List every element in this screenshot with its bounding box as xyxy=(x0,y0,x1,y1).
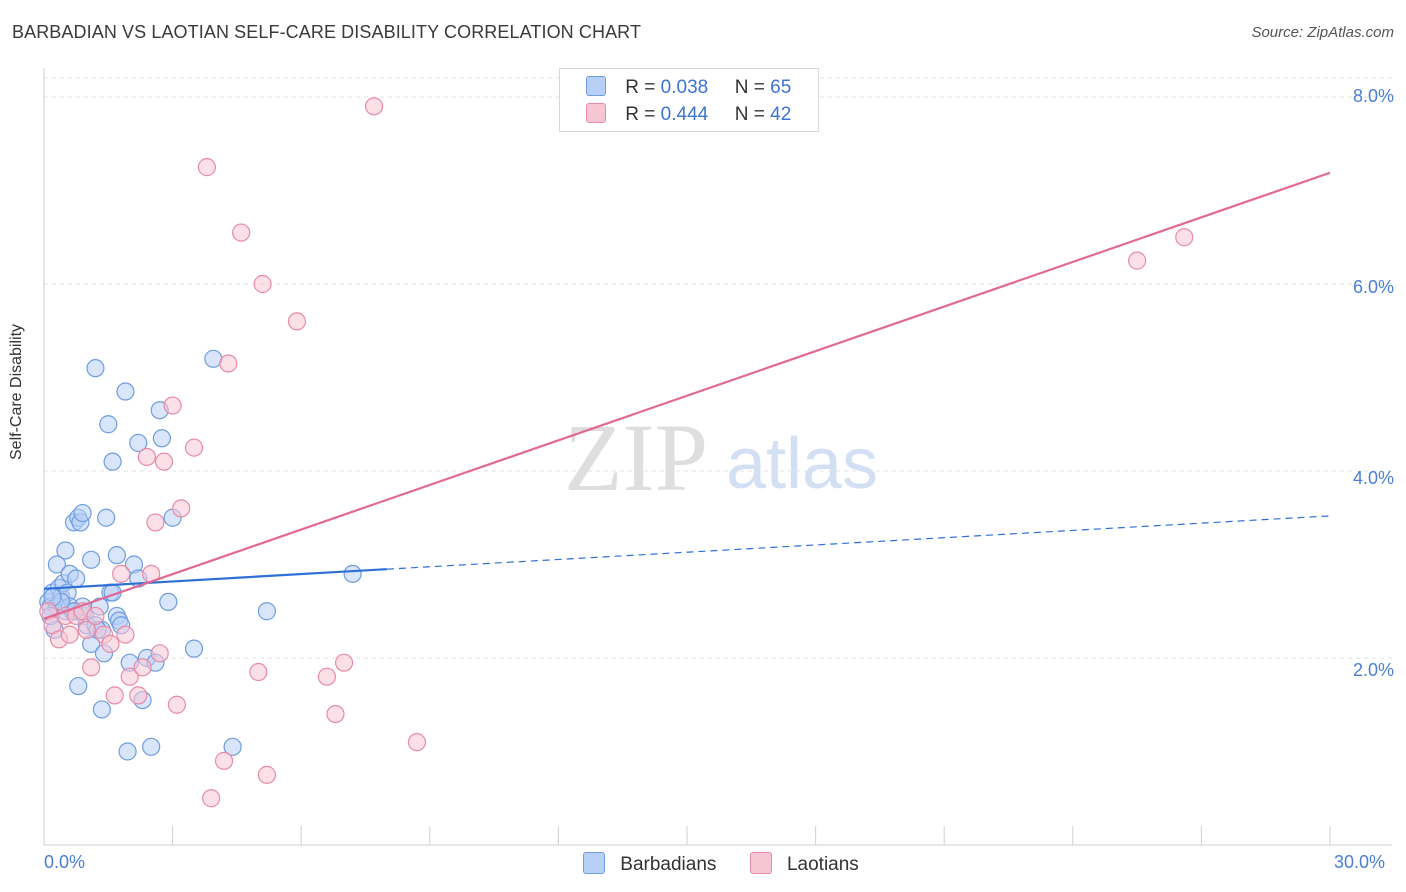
barbadians-point-52 xyxy=(69,676,88,696)
r-label: R = xyxy=(625,104,656,125)
legend-item-laotians[interactable]: Laotians xyxy=(749,852,859,876)
legend-label-barbadians: Barbadians xyxy=(620,854,717,875)
barbadians-point-41 xyxy=(142,737,161,756)
laotians-point-37 xyxy=(326,704,345,724)
barbadians-swatch xyxy=(586,76,606,96)
laotians-point-34 xyxy=(257,765,277,784)
laotians-point-17 xyxy=(133,658,152,677)
laotians-point-22 xyxy=(154,452,174,471)
watermark: ZIP atlas xyxy=(564,404,878,511)
gridlines xyxy=(44,77,1392,659)
laotians-point-41 xyxy=(1127,251,1147,270)
barbadians-point-33 xyxy=(116,382,135,401)
laotians-point-24 xyxy=(167,695,186,714)
n-label: N = xyxy=(734,77,765,98)
barbadians-legend-swatch xyxy=(583,852,605,874)
barbadians-point-28 xyxy=(103,452,122,471)
laotians-point-30 xyxy=(232,223,251,242)
x-tick-label-min: 0.0% xyxy=(44,852,86,872)
r-value: 0.038 xyxy=(660,77,709,98)
laotians-point-8 xyxy=(82,658,101,677)
scatter-points xyxy=(39,97,1194,808)
barbadians-point-4 xyxy=(47,555,66,574)
laotians-point-27 xyxy=(197,158,216,177)
barbadians-point-44 xyxy=(152,429,171,448)
legend-row-laotians: R = 0.444 N = 42 xyxy=(586,103,791,127)
y-tick-label-2: 2.0% xyxy=(1352,660,1394,680)
x-tick-label-max: 30.0% xyxy=(1334,852,1386,872)
laotians-point-28 xyxy=(202,789,221,808)
barbadians-point-25 xyxy=(97,508,116,527)
n-value: 65 xyxy=(770,77,792,98)
laotians-point-12 xyxy=(105,686,124,705)
laotians-point-7 xyxy=(77,620,96,640)
barbadians-point-8 xyxy=(56,541,75,560)
barbadians-point-26 xyxy=(99,415,118,434)
barbadians-point-53 xyxy=(92,700,111,719)
laotians-point-14 xyxy=(116,625,135,644)
source-label: Source: ZipAtlas.com xyxy=(1251,24,1394,41)
barbadians-point-34 xyxy=(118,742,137,761)
laotians-point-38 xyxy=(334,653,354,672)
barbadians-point-51 xyxy=(343,564,362,583)
barbadians-point-49 xyxy=(223,737,242,756)
barbadians-point-47 xyxy=(184,639,204,658)
trend-lines xyxy=(43,171,1331,620)
legend-label-laotians: Laotians xyxy=(786,854,859,875)
barbadians-point-32 xyxy=(86,359,105,378)
barbadians-point-48 xyxy=(204,349,223,368)
barbadians-point-13 xyxy=(67,569,86,588)
laotians-point-4 xyxy=(60,625,79,644)
legend-item-barbadians[interactable]: Barbadians xyxy=(583,852,716,876)
watermark-atlas: atlas xyxy=(726,424,878,504)
barbadians-point-19 xyxy=(82,550,101,569)
laotians-point-23 xyxy=(163,396,182,415)
y-tick-label-8: 8.0% xyxy=(1352,86,1394,106)
axes xyxy=(43,68,1392,846)
barbadians-point-50 xyxy=(257,602,277,621)
n-label: N = xyxy=(734,104,765,125)
laotians-point-16 xyxy=(129,686,148,705)
y-axis-label: Self-Care Disability xyxy=(8,323,25,460)
laotians-point-32 xyxy=(249,662,268,682)
laotians-point-36 xyxy=(317,667,337,686)
laotians-swatch xyxy=(586,103,606,123)
correlation-legend: R = 0.038 N = 65 R = 0.444 N = 42 xyxy=(559,68,819,132)
laotians-trend-line xyxy=(43,171,1331,620)
laotians-point-26 xyxy=(184,438,204,457)
r-value: 0.444 xyxy=(660,104,709,125)
laotians-point-11 xyxy=(101,634,120,654)
laotians-point-31 xyxy=(219,354,238,373)
n-value: 42 xyxy=(770,104,792,125)
laotians-legend-swatch xyxy=(749,852,772,874)
legend-row-barbadians: R = 0.038 N = 65 xyxy=(586,76,791,100)
chart-title: BARBADIAN VS LAOTIAN SELF-CARE DISABILIT… xyxy=(12,22,642,42)
series-legend: Barbadians Laotians xyxy=(583,852,887,876)
laotians-point-21 xyxy=(150,644,169,663)
laotians-point-29 xyxy=(214,751,234,770)
barbadians-trend-extension xyxy=(386,515,1331,570)
laotians-point-33 xyxy=(253,274,272,294)
laotians-point-40 xyxy=(407,733,427,752)
barbadians-point-30 xyxy=(107,546,126,565)
laotians-point-35 xyxy=(287,312,307,331)
barbadians-point-16 xyxy=(73,503,92,523)
laotians-point-42 xyxy=(1175,228,1194,247)
laotians-point-25 xyxy=(172,499,191,518)
r-label: R = xyxy=(625,77,656,98)
barbadians-point-38 xyxy=(129,433,148,453)
laotians-point-20 xyxy=(146,513,165,532)
x-ticks xyxy=(43,826,1331,845)
laotians-point-9 xyxy=(86,606,105,626)
laotians-point-18 xyxy=(137,447,156,467)
watermark-zip: ZIP xyxy=(564,404,708,511)
barbadians-trend-line xyxy=(43,568,387,590)
laotians-point-15 xyxy=(120,667,139,686)
y-tick-label-6: 6.0% xyxy=(1352,277,1394,297)
barbadians-point-45 xyxy=(159,592,178,612)
laotians-point-13 xyxy=(112,564,131,583)
laotians-point-39 xyxy=(364,97,384,116)
y-tick-label-4: 4.0% xyxy=(1352,468,1394,488)
